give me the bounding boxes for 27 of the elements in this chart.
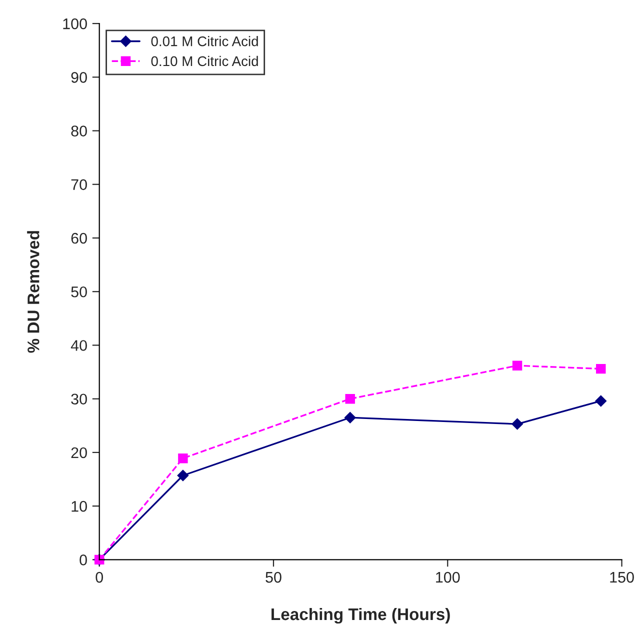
y-tick-label: 0 bbox=[80, 554, 87, 566]
y-tick-label: 40 bbox=[70, 340, 87, 351]
y-tick-label: 100 bbox=[63, 18, 87, 30]
point bbox=[596, 364, 606, 374]
point bbox=[595, 395, 606, 407]
y-tick-label: 50 bbox=[71, 286, 87, 298]
y-tick-label: 90 bbox=[71, 72, 87, 83]
point bbox=[178, 453, 188, 464]
y-tick-label: 60 bbox=[71, 232, 87, 244]
x-tick-label: 50 bbox=[266, 572, 282, 583]
x-tick-label: 150 bbox=[610, 572, 634, 583]
x-axis-title: Leaching Time (Hours) bbox=[272, 608, 450, 624]
y-tick-label: 70 bbox=[71, 179, 87, 190]
y-tick-label: 20 bbox=[71, 447, 87, 458]
point bbox=[512, 360, 522, 370]
legend-label: 0.10 M Citric Acid bbox=[151, 56, 258, 66]
y-tick-label: 10 bbox=[72, 500, 87, 512]
x-tick-label: 100 bbox=[436, 572, 460, 583]
point bbox=[177, 470, 189, 482]
y-tick-label: 30 bbox=[71, 394, 87, 405]
y-tick-label: 80 bbox=[71, 126, 87, 136]
y-axis-title: % DU Removed bbox=[27, 231, 40, 353]
x-tick-label: 0 bbox=[96, 572, 104, 583]
legend-label: 0.01 M Citric Acid bbox=[151, 36, 258, 46]
point bbox=[512, 418, 523, 430]
point bbox=[345, 394, 355, 404]
point bbox=[344, 412, 356, 424]
